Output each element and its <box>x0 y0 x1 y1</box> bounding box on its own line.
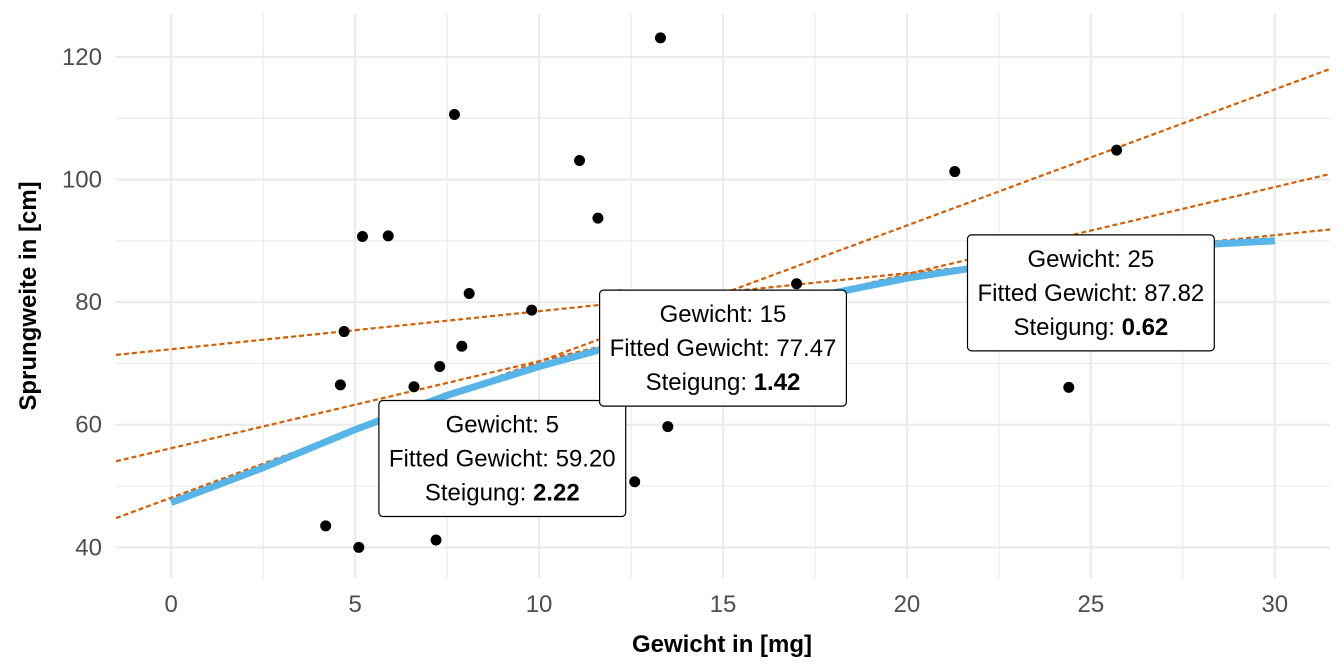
data-point <box>382 230 394 242</box>
data-point <box>408 381 420 393</box>
annotation-label: Gewicht: 15 Fitted Gewicht: 77.47 Steigung… <box>598 289 847 407</box>
x-axis-title: Gewicht in [mg] <box>632 631 812 658</box>
data-point <box>654 32 666 44</box>
annotation-box <box>378 399 627 518</box>
data-point <box>592 212 604 224</box>
data-point <box>356 231 368 243</box>
tick-labels: 0 5 10 15 20 25 30 40 60 80 100 120 <box>62 44 1288 618</box>
data-point <box>320 520 332 532</box>
x-tick-label: 0 <box>165 591 178 618</box>
data-point <box>662 421 674 433</box>
y-tick-label: 40 <box>75 534 102 561</box>
y-tick-label: 60 <box>75 412 102 439</box>
annotation-line-3: Steigung: 1.42 <box>646 369 801 396</box>
y-tick-label: 100 <box>62 167 102 194</box>
data-point <box>456 340 468 352</box>
annotation-label: Gewicht: 25 Fitted Gewicht: 87.82 Steigung… <box>966 234 1215 352</box>
annotation-line-1: Gewicht: 25 <box>1028 246 1155 273</box>
x-tick-label: 25 <box>1078 591 1105 618</box>
annotation-line-2: Fitted Gewicht: 59.20 <box>389 445 616 472</box>
annotations: Gewicht: 5 Fitted Gewicht: 59.20 Steigung:… <box>378 234 1215 518</box>
data-point <box>574 155 586 167</box>
data-point <box>1111 144 1123 156</box>
data-point <box>353 541 365 553</box>
data-point <box>430 534 442 546</box>
annotation-slope-label: Steigung: <box>646 369 754 396</box>
x-tick-label: 5 <box>348 591 361 618</box>
annotation-label: Gewicht: 5 Fitted Gewicht: 59.20 Steigung:… <box>378 399 627 518</box>
x-tick-label: 20 <box>894 591 921 618</box>
y-tick-label: 120 <box>62 44 102 71</box>
x-tick-label: 15 <box>710 591 737 618</box>
annotation-slope-value: 2.22 <box>533 479 580 506</box>
data-point <box>338 326 350 338</box>
data-point <box>791 278 803 290</box>
data-point <box>434 361 446 372</box>
data-point <box>949 166 961 178</box>
x-tick-label: 30 <box>1261 591 1288 618</box>
annotation-line-3: Steigung: 2.22 <box>425 479 580 506</box>
annotation-line-1: Gewicht: 15 <box>660 301 787 328</box>
y-axis-title: Sprungweite in [cm] <box>15 181 42 410</box>
annotation-box <box>966 234 1215 352</box>
annotation-line-3: Steigung: 0.62 <box>1013 314 1168 341</box>
data-point <box>1063 381 1075 393</box>
annotation-slope-value: 1.42 <box>754 369 801 396</box>
x-tick-label: 10 <box>526 591 553 618</box>
annotation-box <box>598 289 847 407</box>
data-point <box>526 304 538 316</box>
y-tick-label: 80 <box>75 289 102 316</box>
annotation-slope-value: 0.62 <box>1122 314 1169 341</box>
annotation-line-2: Fitted Gewicht: 77.47 <box>610 335 837 362</box>
data-point <box>448 109 460 121</box>
data-point <box>629 476 641 488</box>
annotation-line-2: Fitted Gewicht: 87.82 <box>977 280 1204 307</box>
data-point <box>334 379 346 391</box>
annotation-slope-label: Steigung: <box>1013 314 1121 341</box>
annotation-line-1: Gewicht: 5 <box>446 411 559 438</box>
data-point <box>463 288 475 300</box>
annotation-slope-label: Steigung: <box>425 479 533 506</box>
